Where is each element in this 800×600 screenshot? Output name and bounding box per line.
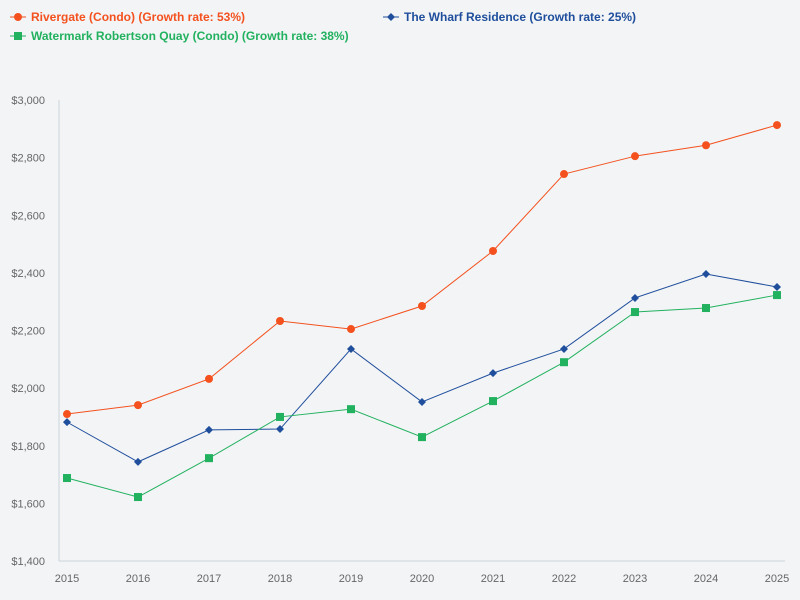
data-point xyxy=(276,412,284,421)
x-tick-label: 2025 xyxy=(765,573,789,585)
data-point xyxy=(347,344,355,353)
data-point xyxy=(418,433,426,442)
data-point xyxy=(276,425,284,434)
x-tick-label: 2018 xyxy=(268,573,292,585)
legend-label: Watermark Robertson Quay (Condo) (Growth… xyxy=(31,29,349,43)
data-point xyxy=(134,457,142,466)
x-tick-label: 2017 xyxy=(197,573,221,585)
x-tick-label: 2023 xyxy=(623,573,647,585)
data-point xyxy=(560,358,568,367)
y-tick-label: $1,800 xyxy=(11,441,45,453)
series-line-0 xyxy=(66,124,778,415)
x-tick-label: 2022 xyxy=(552,573,576,585)
y-tick-label: $2,000 xyxy=(11,383,45,395)
x-tick-label: 2024 xyxy=(694,573,718,585)
y-tick-label: $1,400 xyxy=(11,556,45,568)
legend-label: The Wharf Residence (Growth rate: 25%) xyxy=(404,10,637,24)
data-point xyxy=(418,302,426,311)
data-point xyxy=(134,493,142,502)
y-tick-label: $3,000 xyxy=(11,95,45,107)
series-line-2 xyxy=(66,294,778,498)
data-point xyxy=(489,397,497,406)
legend-label: Rivergate (Condo) (Growth rate: 53%) xyxy=(31,10,246,24)
y-tick-label: $2,200 xyxy=(11,326,45,338)
data-point xyxy=(773,282,781,291)
data-point xyxy=(205,374,213,383)
y-tick-label: $2,800 xyxy=(11,153,45,165)
y-tick-label: $2,600 xyxy=(11,210,45,222)
data-point xyxy=(702,304,710,313)
data-point xyxy=(134,401,142,410)
data-point xyxy=(276,316,284,325)
diamond-marker-icon xyxy=(383,13,399,21)
data-point xyxy=(702,270,710,279)
data-point xyxy=(63,410,71,419)
x-tick-label: 2019 xyxy=(339,573,363,585)
data-point xyxy=(63,418,71,427)
legend-item-rivergate[interactable]: Rivergate (Condo) (Growth rate: 53%) xyxy=(10,10,245,24)
legend-item-wharf[interactable]: The Wharf Residence (Growth rate: 25%) xyxy=(383,10,636,24)
data-point xyxy=(347,405,355,414)
data-point xyxy=(489,369,497,378)
x-tick-label: 2020 xyxy=(410,573,434,585)
data-point xyxy=(631,293,639,302)
data-point xyxy=(418,397,426,406)
data-point xyxy=(702,141,710,150)
legend-item-watermark[interactable]: Watermark Robertson Quay (Condo) (Growth… xyxy=(10,29,349,43)
data-point xyxy=(205,425,213,434)
data-point xyxy=(560,170,568,179)
y-tick-label: $1,600 xyxy=(11,498,45,510)
circle-marker-icon xyxy=(10,13,26,21)
data-point xyxy=(631,308,639,317)
x-tick-label: 2016 xyxy=(126,573,150,585)
data-point xyxy=(773,121,781,130)
data-point xyxy=(631,152,639,161)
data-point xyxy=(560,344,568,353)
data-point xyxy=(205,454,213,463)
x-tick-label: 2021 xyxy=(481,573,505,585)
data-point xyxy=(773,291,781,300)
y-tick-label: $2,400 xyxy=(11,268,45,280)
data-point xyxy=(347,325,355,334)
data-point xyxy=(489,246,497,255)
data-point xyxy=(63,474,71,483)
x-tick-label: 2015 xyxy=(55,573,79,585)
square-marker-icon xyxy=(10,32,26,40)
